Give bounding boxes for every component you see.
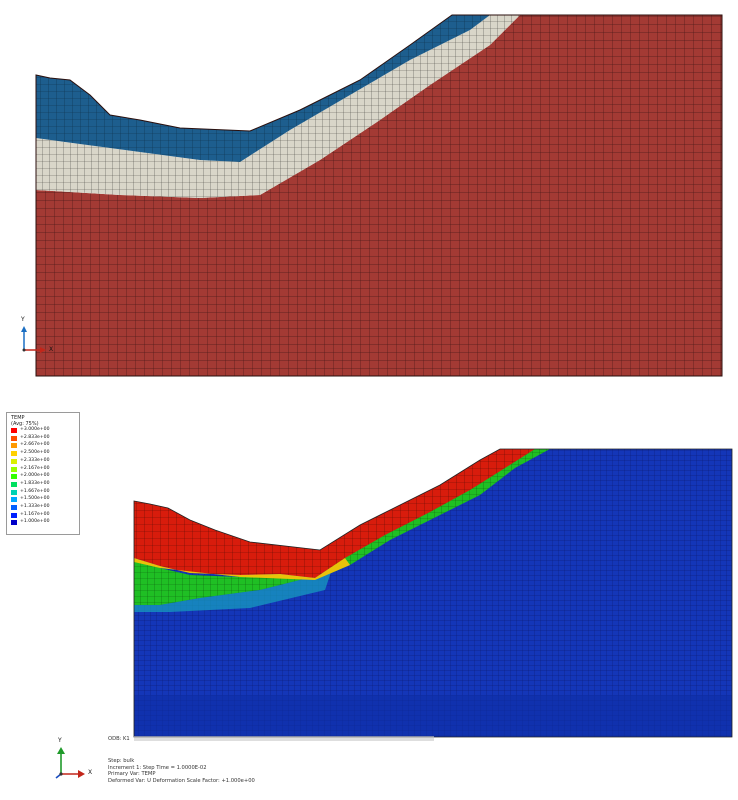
legend-swatch bbox=[11, 505, 17, 510]
step-status-block: Step: bulk Increment 1: Step Time = 1.00… bbox=[108, 758, 255, 784]
axis-x-label: X bbox=[88, 769, 93, 776]
legend-swatch bbox=[11, 497, 17, 503]
legend-value: +2.000e+00 bbox=[20, 473, 50, 479]
axis-triad-top: Y X bbox=[16, 316, 56, 356]
legend-entry: +2.167e+00 bbox=[11, 465, 75, 472]
legend-entry: +1.667e+00 bbox=[11, 488, 75, 495]
axis-triad-bottom: Y X bbox=[52, 737, 100, 782]
legend-entry: +2.500e+00 bbox=[11, 450, 75, 457]
legend-value: +2.333e+00 bbox=[20, 457, 50, 463]
odb-info: ODB: K1 bbox=[108, 736, 434, 742]
legend-entry: +1.333e+00 bbox=[11, 504, 75, 510]
legend-entry: +1.167e+00 bbox=[11, 511, 75, 518]
legend-value: +2.833e+00 bbox=[20, 434, 50, 440]
legend-entry: +2.667e+00 bbox=[11, 442, 75, 449]
axis-y-label: Y bbox=[21, 316, 25, 323]
legend-entry: +1.833e+00 bbox=[11, 480, 75, 487]
legend-entry: +3.000e+00 bbox=[11, 427, 75, 433]
legend-value: +1.833e+00 bbox=[20, 480, 50, 486]
legend-swatch bbox=[11, 435, 17, 441]
legend-title: TEMP bbox=[11, 415, 25, 421]
contour-legend: TEMP (Avg: 75%) +3.000e+00 +2.833e+00 +2.6… bbox=[6, 412, 80, 535]
legend-swatch bbox=[11, 428, 17, 433]
legend-entry: +2.833e+00 bbox=[11, 434, 75, 441]
legend-swatch bbox=[11, 458, 17, 464]
deformed-variable: Deformed Var: U Deformation Scale Factor… bbox=[108, 777, 255, 784]
legend-swatch bbox=[11, 451, 17, 457]
legend-value: +3.000e+00 bbox=[20, 427, 50, 432]
legend-value: +2.167e+00 bbox=[20, 465, 50, 471]
legend-entry: +2.333e+00 bbox=[11, 457, 75, 464]
legend-entry: +1.000e+00 bbox=[11, 519, 75, 526]
legend-value: +1.167e+00 bbox=[20, 511, 50, 517]
odb-path-redacted bbox=[133, 736, 434, 741]
legend-value: +1.500e+00 bbox=[20, 496, 50, 502]
legend-value: +2.500e+00 bbox=[20, 450, 50, 456]
legend-value: +1.333e+00 bbox=[20, 504, 50, 509]
legend-entry: +2.000e+00 bbox=[11, 473, 75, 480]
top-viewport[interactable] bbox=[0, 0, 738, 390]
legend-swatch bbox=[11, 512, 17, 518]
legend-value: +1.667e+00 bbox=[20, 488, 50, 494]
legend-swatch bbox=[11, 481, 17, 487]
legend-value: +1.000e+00 bbox=[20, 519, 50, 525]
odb-path: ODB: K1 bbox=[108, 736, 130, 742]
legend-subtitle: (Avg: 75%) bbox=[11, 421, 39, 427]
bottom-viewport[interactable] bbox=[0, 440, 738, 740]
step-name: Step: bulk bbox=[108, 758, 135, 764]
legend-value: +2.667e+00 bbox=[20, 442, 50, 448]
axis-y-label: Y bbox=[58, 737, 62, 744]
legend-swatch bbox=[11, 520, 17, 526]
legend-entry: +1.500e+00 bbox=[11, 496, 75, 503]
axis-x-label: X bbox=[49, 346, 54, 353]
primary-variable: Primary Var: TEMP bbox=[108, 771, 156, 778]
legend-swatch bbox=[11, 489, 17, 495]
increment-info: Increment 1: Step Time = 1.0000E-02 bbox=[108, 764, 207, 771]
legend-swatch bbox=[11, 443, 17, 449]
legend-swatch bbox=[11, 474, 17, 480]
legend-swatch bbox=[11, 466, 17, 472]
